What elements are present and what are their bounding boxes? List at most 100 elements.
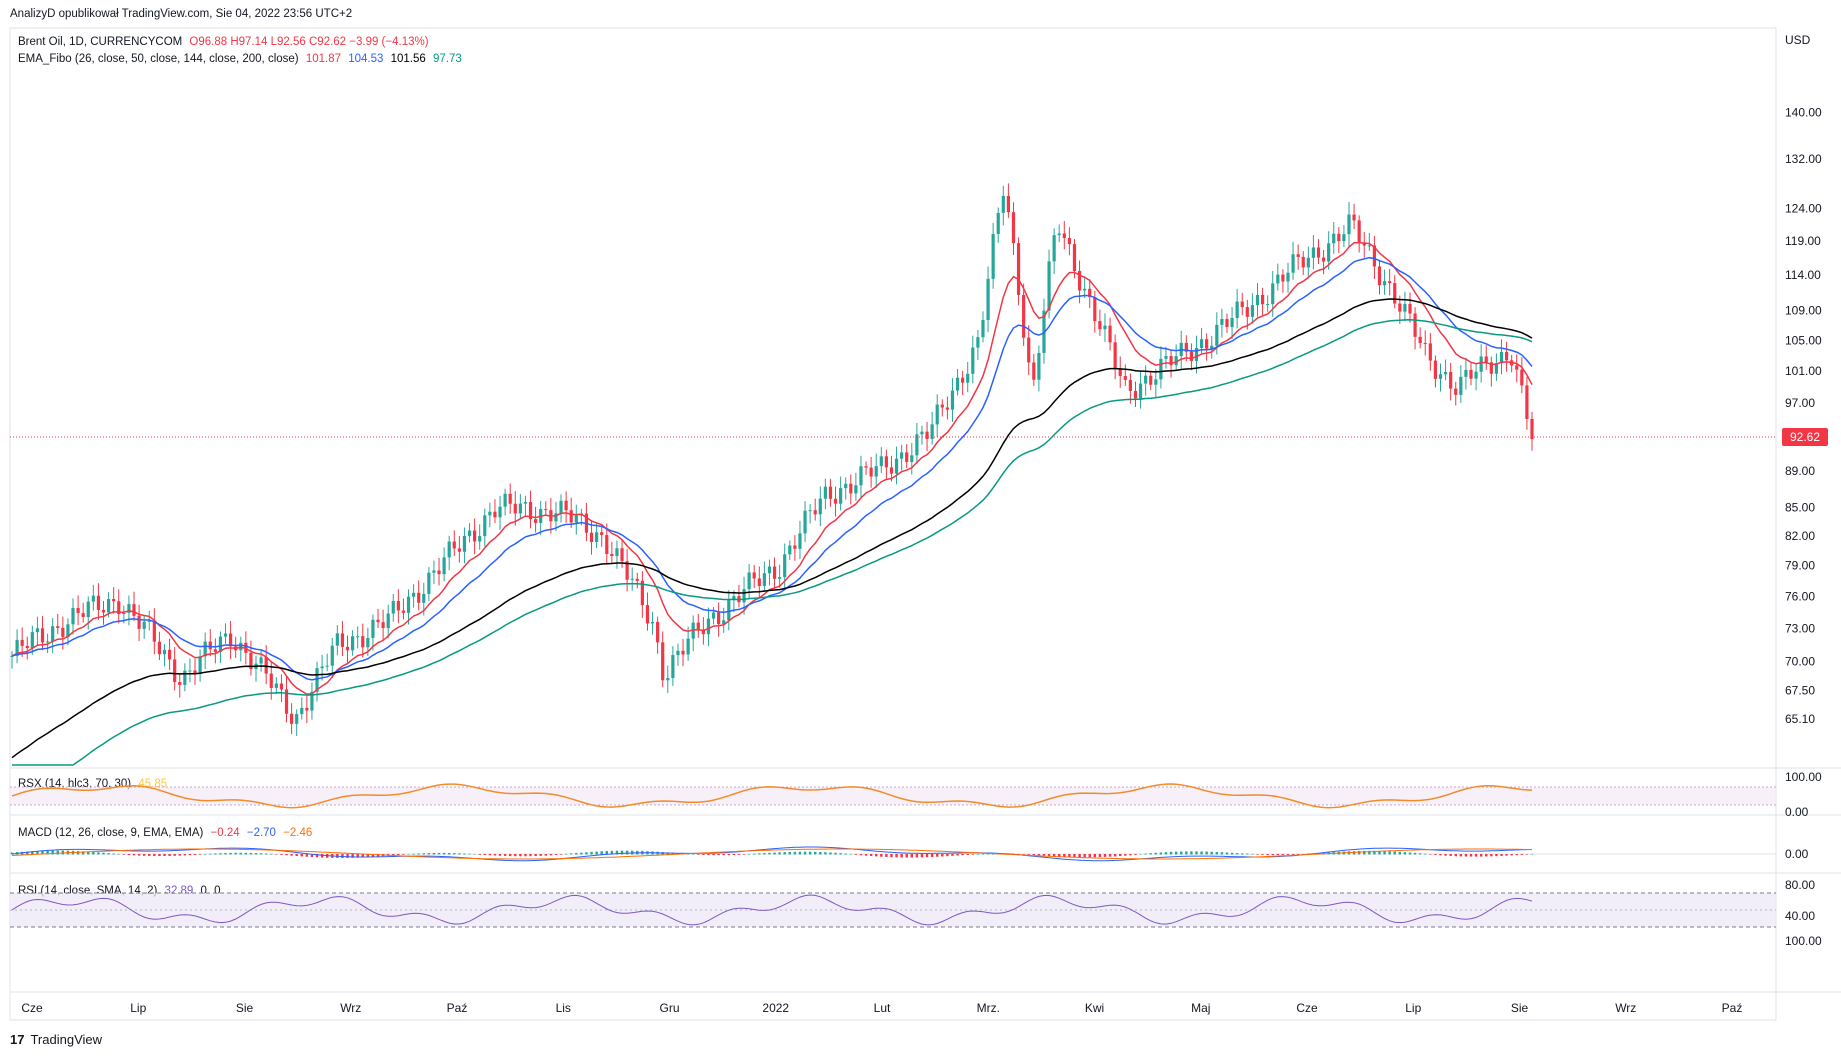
macd-hist-bar: [270, 853, 273, 855]
macd-hist-bar: [1286, 854, 1290, 855]
ema200-value: 97.73: [433, 53, 462, 65]
candle-body: [1499, 351, 1504, 364]
macd-hist-bar: [854, 854, 858, 855]
macd-hist-bar: [351, 854, 354, 858]
time-tick-label: Lis: [556, 1001, 571, 1015]
candle-body: [915, 434, 919, 456]
price-tick-label: 73.00: [1785, 621, 1815, 635]
macd-hist-bar: [127, 854, 131, 856]
candle-body: [706, 618, 711, 635]
candle-body: [523, 501, 528, 504]
rsi-line: [11, 894, 1533, 926]
macd-hist-bar: [1459, 854, 1463, 857]
candle-body: [1194, 347, 1199, 361]
macd-hist-bar: [41, 850, 44, 855]
candle-body: [1149, 375, 1153, 385]
symbol-name[interactable]: Brent Oil, 1D, CURRENCYCOM: [18, 36, 183, 48]
candle-body: [1449, 372, 1453, 389]
candle-body: [96, 595, 101, 610]
candle-body: [849, 483, 853, 494]
candle-body: [833, 498, 838, 504]
macd-hist-bar: [1032, 854, 1036, 856]
candle-body: [920, 431, 924, 435]
candle-body: [396, 600, 400, 611]
candle-body: [259, 657, 263, 664]
footer-brand[interactable]: 17 TradingView: [10, 1032, 102, 1047]
macd-hist-bar: [483, 854, 486, 856]
candle-body: [452, 541, 456, 549]
price-tick-label: 97.00: [1785, 396, 1815, 410]
macd-hist-bar: [1490, 854, 1493, 857]
candle-body: [640, 580, 644, 606]
price-tick-label: 82.00: [1785, 529, 1815, 543]
candle-body: [356, 636, 360, 638]
candle-body: [437, 570, 441, 575]
macd-hist-bar: [727, 854, 730, 856]
candle-body: [498, 506, 502, 518]
macd-hist-bar: [407, 853, 410, 855]
macd-hist-bar: [1108, 854, 1112, 857]
macd-hist-bar: [1144, 853, 1147, 855]
candle-body: [1001, 195, 1005, 213]
candle-body: [1103, 325, 1107, 330]
brand-name: TradingView: [30, 1032, 103, 1047]
candle-body: [467, 530, 472, 536]
candle-body: [930, 424, 934, 439]
candle-body: [127, 604, 131, 613]
candle-body: [249, 652, 253, 669]
candle-body: [1123, 376, 1127, 380]
price-tick-label: 67.50: [1785, 683, 1815, 697]
macd-hist-bar: [1190, 851, 1193, 855]
macd-hist-bar: [493, 854, 497, 856]
macd-hist-bar: [620, 850, 624, 855]
candle-body: [1342, 234, 1346, 242]
macd-hist-bar: [26, 851, 29, 855]
macd-hist-bar: [102, 852, 105, 855]
candle-body: [1433, 360, 1438, 379]
candle-body: [1205, 339, 1209, 349]
candle-body: [564, 500, 568, 511]
candle-body: [101, 609, 106, 613]
ema-label[interactable]: EMA_Fibo (26, close, 50, close, 144, clo…: [18, 53, 299, 65]
candle-body: [534, 519, 538, 523]
macd-hist-bar: [1042, 854, 1046, 856]
candle-body: [269, 673, 273, 688]
candle-body: [1428, 343, 1432, 361]
candle-body: [213, 649, 217, 652]
candle-body: [488, 511, 492, 516]
macd-hist-bar: [1052, 854, 1056, 857]
candle-body: [772, 566, 777, 579]
candle-body: [894, 458, 899, 474]
candle-body: [544, 509, 548, 511]
macd-hist-bar: [1241, 853, 1244, 855]
macd-hist-bar: [569, 853, 573, 855]
candle-body: [1220, 318, 1224, 325]
macd-hist-bar: [356, 854, 359, 858]
candle-body: [686, 638, 690, 655]
candle-body: [137, 615, 141, 629]
macd-hist-bar: [1230, 852, 1234, 855]
macd-hist-bar: [203, 853, 207, 855]
macd-hist-bar: [1129, 854, 1132, 856]
macd-hist-bar: [580, 852, 583, 855]
candle-body: [1164, 356, 1168, 359]
candle-body: [432, 570, 436, 573]
candle-body: [1225, 318, 1229, 328]
candle-body: [1494, 363, 1499, 374]
candle-body: [203, 641, 207, 657]
macd-hist-bar: [1200, 851, 1203, 855]
time-tick-label: Maj: [1191, 1001, 1210, 1015]
macd-hist-bar: [753, 853, 756, 855]
macd-hist-bar: [1195, 851, 1198, 855]
candle-body: [1393, 283, 1397, 304]
macd-hist-bar: [209, 853, 212, 855]
tradingview-logo-icon: 17: [10, 1032, 25, 1047]
macd-hist-bar: [1520, 854, 1524, 855]
macd-hist-bar: [117, 853, 120, 855]
macd-hist-bar: [453, 853, 456, 855]
candle-body: [462, 535, 467, 552]
macd-hist-bar: [142, 854, 146, 856]
macd-legend[interactable]: MACD (12, 26, close, 9, EMA, EMA) −0.24 …: [18, 827, 316, 839]
macd-hist-bar: [46, 850, 49, 855]
